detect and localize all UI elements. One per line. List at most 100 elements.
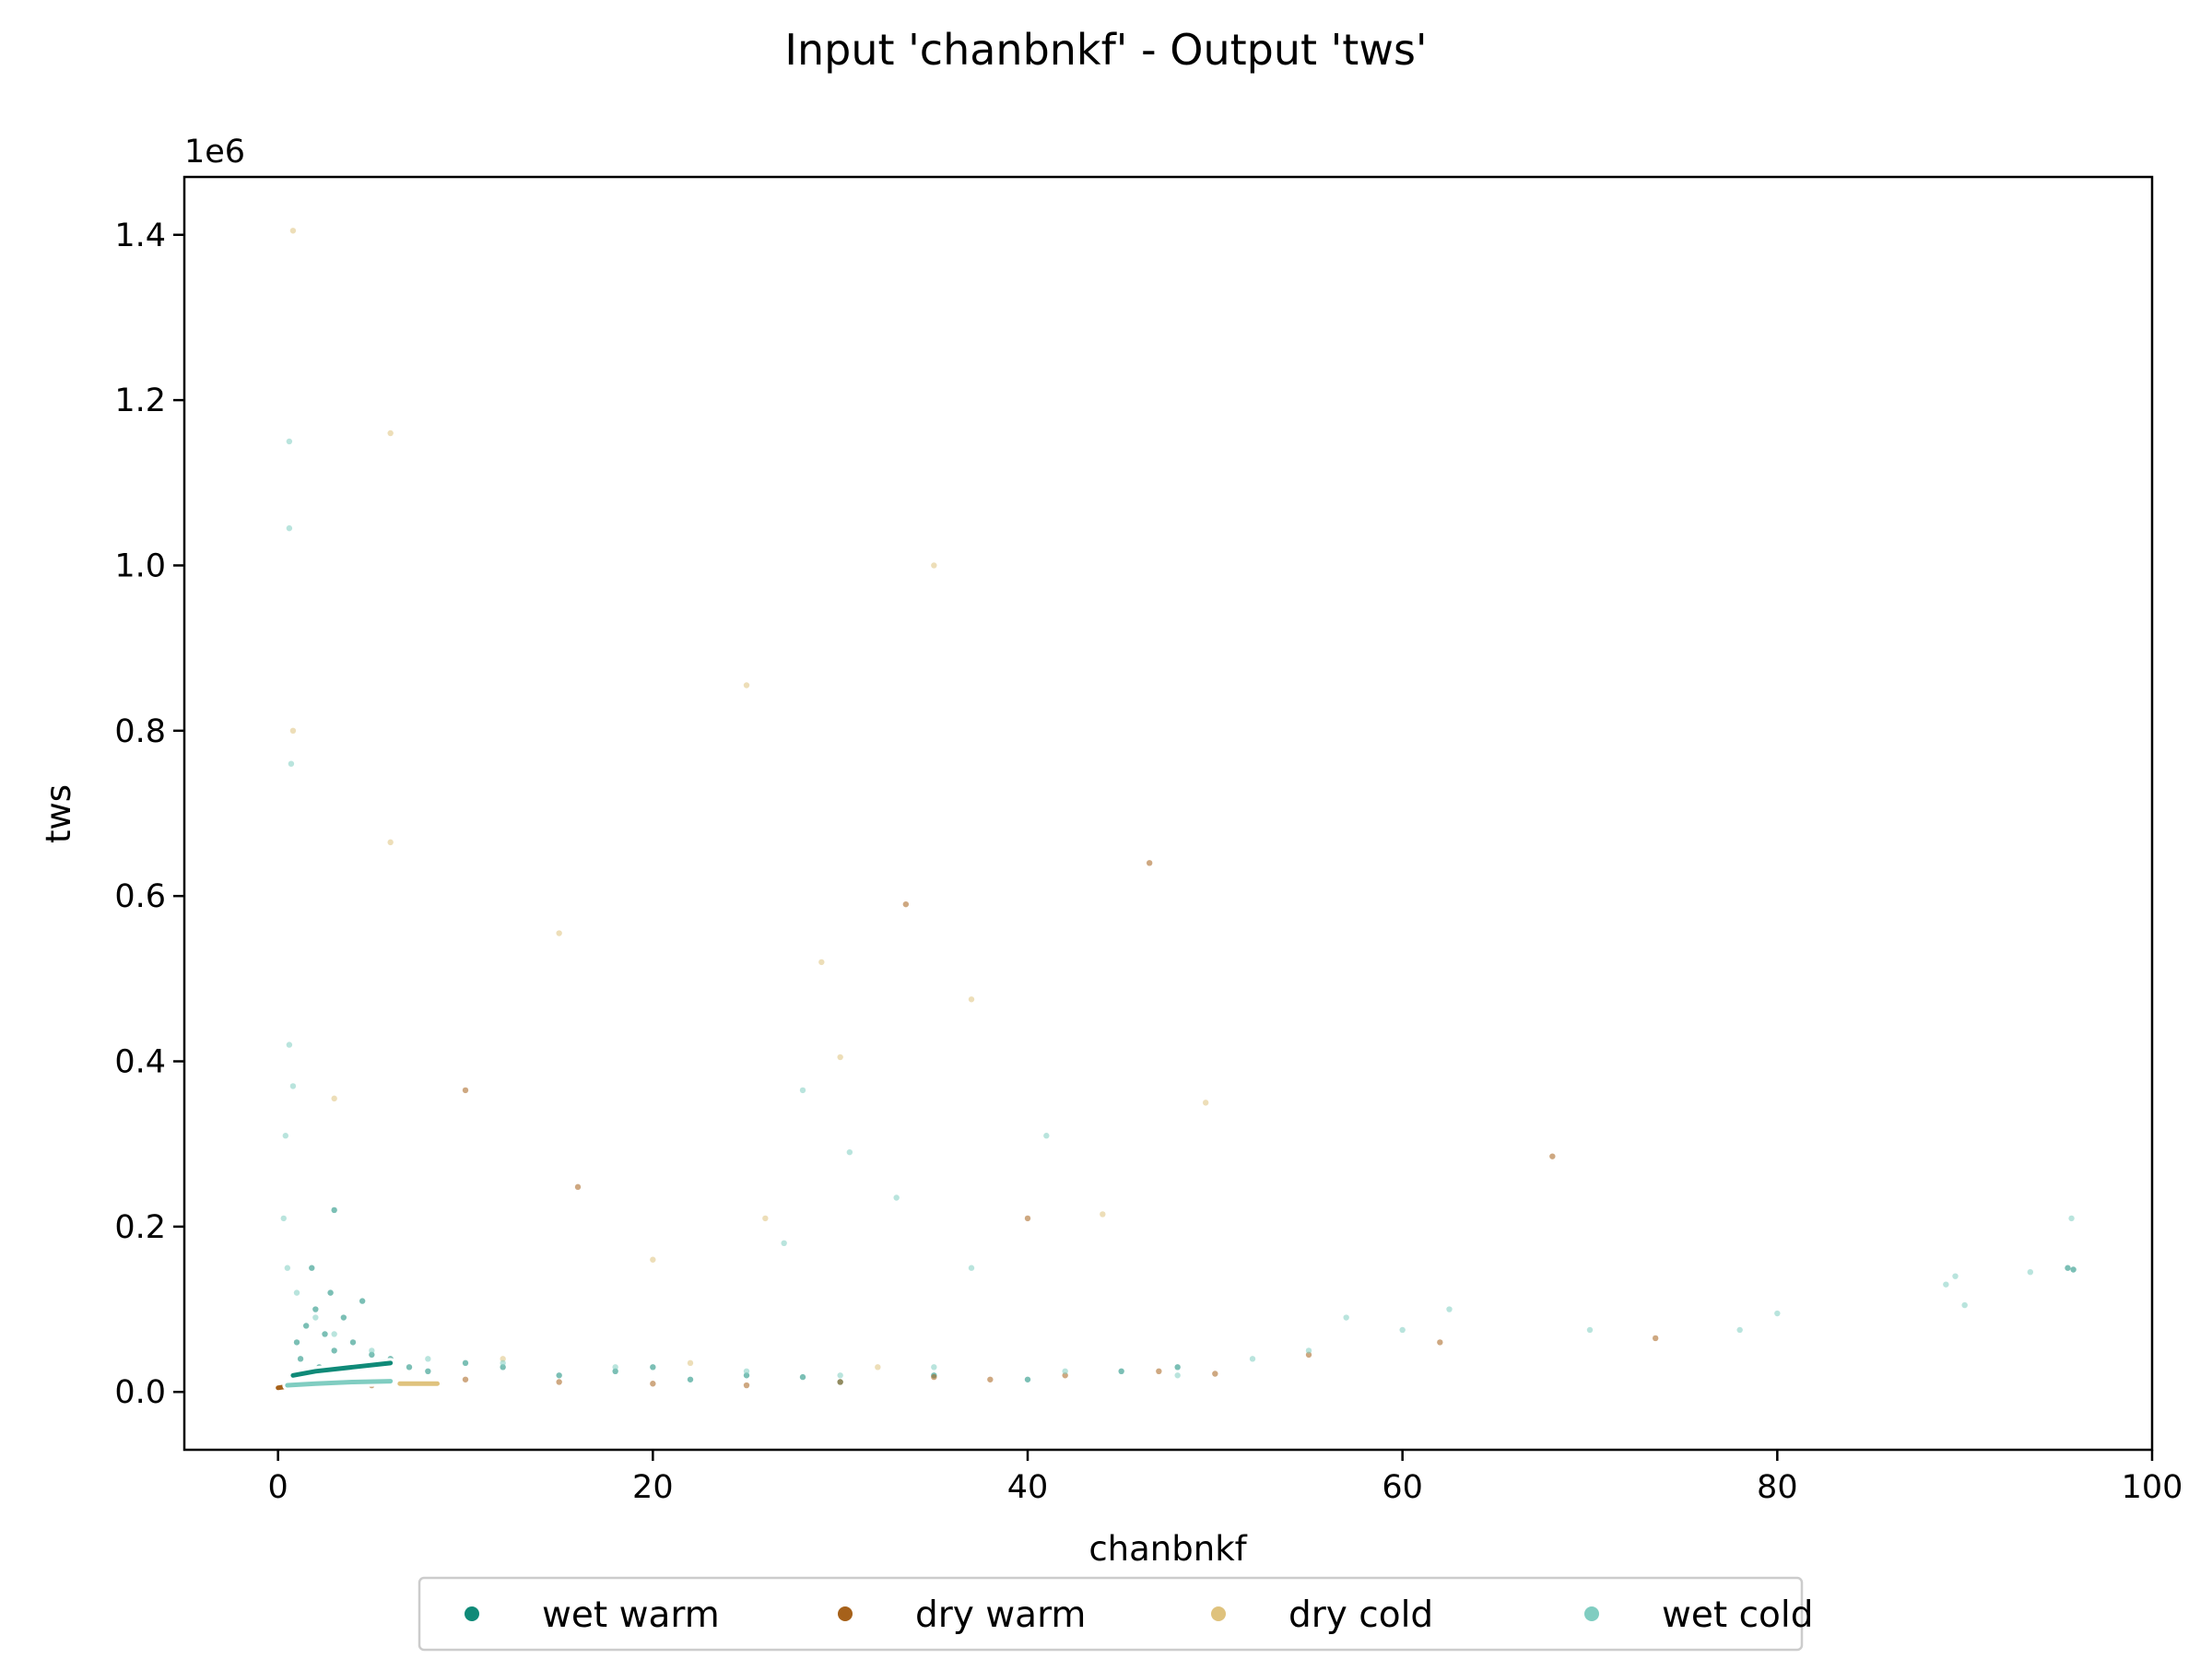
data-point bbox=[1174, 1364, 1181, 1371]
data-point bbox=[286, 1041, 293, 1048]
legend-label: dry warm bbox=[915, 1594, 1086, 1636]
data-point bbox=[574, 1183, 582, 1191]
data-point bbox=[556, 1372, 562, 1379]
data-point bbox=[1024, 1215, 1031, 1222]
x-tick-label: 0 bbox=[268, 1469, 288, 1506]
data-point bbox=[931, 562, 937, 569]
x-tick-label: 100 bbox=[2122, 1469, 2183, 1506]
data-point bbox=[425, 1356, 431, 1362]
data-point bbox=[1736, 1326, 1743, 1334]
data-point bbox=[288, 760, 295, 767]
data-point bbox=[369, 1347, 375, 1354]
data-point bbox=[282, 1133, 288, 1139]
data-point bbox=[302, 1323, 310, 1329]
x-axis-label: chanbnkf bbox=[1088, 1529, 1247, 1569]
y-offset-label: 1e6 bbox=[184, 134, 245, 171]
y-tick-label: 0.8 bbox=[114, 713, 166, 750]
legend-marker bbox=[465, 1606, 479, 1621]
data-point bbox=[331, 1347, 337, 1354]
data-point bbox=[331, 1095, 337, 1102]
data-point bbox=[1024, 1376, 1031, 1382]
data-point bbox=[297, 1356, 304, 1362]
x-tick-label: 40 bbox=[1007, 1469, 1049, 1506]
legend-label: dry cold bbox=[1288, 1594, 1433, 1636]
y-tick-label: 1.4 bbox=[114, 218, 166, 254]
data-point bbox=[1305, 1347, 1312, 1354]
data-point bbox=[286, 524, 293, 532]
data-point bbox=[331, 1206, 337, 1214]
data-point bbox=[1156, 1368, 1162, 1375]
data-point bbox=[837, 1053, 843, 1061]
data-point bbox=[293, 1289, 300, 1296]
data-point bbox=[1652, 1335, 1659, 1342]
data-point bbox=[1586, 1326, 1594, 1334]
data-point bbox=[1399, 1326, 1406, 1334]
x-tick-label: 60 bbox=[1382, 1469, 1423, 1506]
data-point bbox=[875, 1364, 881, 1371]
data-point bbox=[846, 1148, 853, 1156]
data-point bbox=[743, 1368, 750, 1375]
legend: wet warm dry warm dry cold wet cold bbox=[418, 1576, 1813, 1652]
data-point bbox=[902, 900, 910, 908]
plot-frame bbox=[182, 175, 2154, 1452]
data-point bbox=[762, 1215, 769, 1222]
trend-line-wet-warm bbox=[290, 1360, 394, 1378]
x-axis-ticks: 0 20 40 60 80 100 bbox=[268, 1450, 2183, 1506]
data-point bbox=[500, 1359, 506, 1367]
data-point bbox=[799, 1373, 806, 1381]
data-point bbox=[312, 1314, 319, 1321]
data-point bbox=[687, 1376, 694, 1382]
y-tick-label: 0.0 bbox=[114, 1374, 166, 1411]
data-point bbox=[359, 1298, 366, 1304]
data-point bbox=[1437, 1339, 1443, 1346]
data-point bbox=[818, 959, 825, 966]
data-point bbox=[293, 1339, 300, 1346]
data-point bbox=[286, 438, 293, 445]
y-tick-label: 0.4 bbox=[114, 1044, 166, 1081]
data-point bbox=[322, 1331, 328, 1337]
data-point bbox=[1062, 1372, 1068, 1379]
data-point bbox=[1043, 1133, 1050, 1139]
data-point bbox=[387, 429, 394, 437]
data-point bbox=[1249, 1356, 1256, 1362]
x-tick-label: 80 bbox=[1757, 1469, 1798, 1506]
data-point bbox=[650, 1256, 656, 1263]
data-point bbox=[931, 1373, 937, 1381]
legend-marker bbox=[1211, 1606, 1226, 1621]
data-point bbox=[2027, 1268, 2034, 1276]
data-point bbox=[284, 1265, 291, 1271]
data-point bbox=[327, 1289, 334, 1296]
data-point bbox=[1952, 1273, 1959, 1279]
legend-marker bbox=[838, 1606, 853, 1621]
legend-frame bbox=[418, 1576, 1804, 1652]
y-tick-label: 0.2 bbox=[114, 1209, 166, 1246]
data-point bbox=[1202, 1100, 1209, 1106]
data-point bbox=[687, 1359, 694, 1367]
x-tick-label: 20 bbox=[632, 1469, 674, 1506]
series-dry-cold bbox=[289, 228, 1209, 1371]
data-point bbox=[349, 1339, 357, 1346]
data-point bbox=[387, 839, 394, 846]
data-point bbox=[2070, 1266, 2077, 1273]
data-point bbox=[1549, 1153, 1556, 1159]
data-point bbox=[1174, 1372, 1181, 1379]
data-point bbox=[743, 1382, 750, 1389]
y-axis-label: tws bbox=[39, 784, 78, 843]
data-point bbox=[837, 1379, 843, 1385]
data-point bbox=[612, 1364, 618, 1371]
data-point bbox=[500, 1364, 506, 1371]
data-point bbox=[340, 1314, 347, 1321]
data-point bbox=[650, 1364, 656, 1371]
data-point bbox=[1774, 1310, 1781, 1317]
data-point bbox=[650, 1381, 656, 1387]
data-point bbox=[2065, 1265, 2071, 1271]
legend-label: wet cold bbox=[1662, 1594, 1813, 1636]
data-point bbox=[369, 1351, 375, 1359]
data-point bbox=[289, 727, 297, 735]
y-tick-label: 1.0 bbox=[114, 547, 166, 584]
y-axis-ticks: 0.0 0.2 0.4 0.6 0.8 1.0 1.2 1.4 bbox=[114, 218, 184, 1411]
chart-title: Input 'chanbnkf' - Output 'tws' bbox=[784, 25, 1427, 75]
data-point bbox=[462, 1087, 469, 1094]
y-tick-label: 0.6 bbox=[114, 878, 166, 915]
series-wet-warm bbox=[293, 1206, 2077, 1385]
